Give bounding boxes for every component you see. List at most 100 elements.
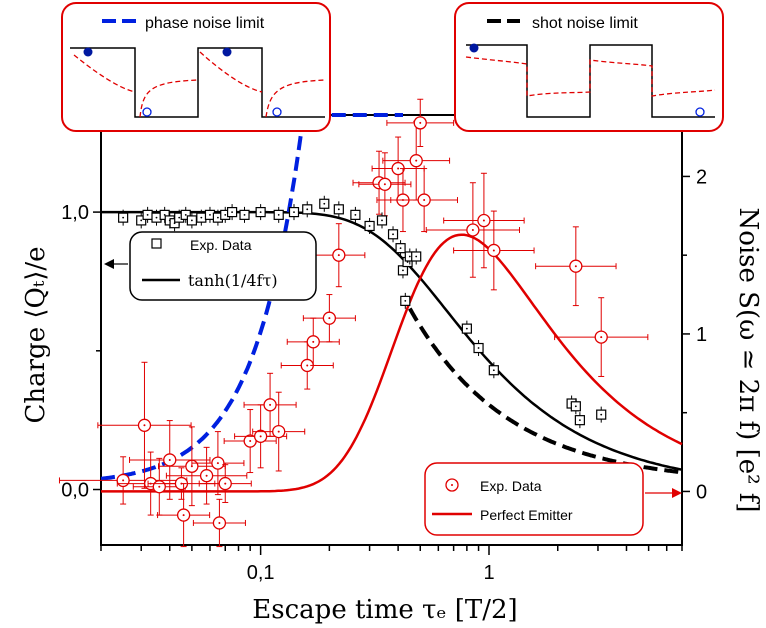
x-axis-label: Escape time τₑ [T/2] xyxy=(252,595,517,625)
noise-data-point xyxy=(243,372,297,437)
noise-marker-dot xyxy=(415,159,418,162)
charge-marker-dot xyxy=(600,413,603,416)
charge-marker-dot xyxy=(190,219,193,222)
noise-data-point xyxy=(554,297,649,377)
charge-data-point xyxy=(364,217,375,234)
charge-marker-dot xyxy=(140,219,143,222)
charge-data-point xyxy=(255,204,266,221)
charge-marker-dot xyxy=(259,211,262,213)
charge-marker-dot xyxy=(392,233,394,236)
legend-charge-entry-0: Exp. Data xyxy=(190,237,252,253)
y-right-tick-label: 0 xyxy=(696,481,707,503)
noise-marker-dot xyxy=(205,474,208,477)
noise-data-point xyxy=(191,431,245,496)
charge-marker-dot xyxy=(337,208,340,211)
charge-marker-dot xyxy=(578,419,581,422)
noise-marker-dot xyxy=(182,514,185,517)
charge-marker-dot xyxy=(368,225,371,227)
inset-shot-label: shot noise limit xyxy=(532,15,638,32)
charge-marker-dot xyxy=(381,219,383,222)
noise-data-point xyxy=(198,464,252,503)
charge-data-point xyxy=(350,206,361,223)
charge-marker-dot xyxy=(354,213,357,216)
y-right-tick-label: 1 xyxy=(696,324,707,346)
y-left-tick-label: 0,0 xyxy=(61,480,89,502)
charge-marker-dot xyxy=(200,216,203,219)
charge-marker-dot xyxy=(146,213,149,216)
charge-data-point xyxy=(226,204,238,221)
noise-marker-dot xyxy=(269,403,272,406)
inset-phase-square-wave xyxy=(70,47,325,118)
noise-data-point xyxy=(252,391,306,472)
inset-phase-box xyxy=(61,2,331,132)
charge-marker-dot xyxy=(178,216,181,219)
legend-noise-entry-0: Exp. Data xyxy=(480,478,542,494)
noise-marker-dot xyxy=(224,482,227,485)
noise-data-point xyxy=(280,341,334,390)
inset-shot-electron xyxy=(469,43,479,53)
series-line-tanh xyxy=(101,210,683,471)
noise-data-point xyxy=(312,223,366,288)
charge-data-point xyxy=(400,292,411,309)
noise-marker-dot xyxy=(277,430,280,433)
charge-data-point xyxy=(596,406,607,423)
legend-noise-box xyxy=(424,462,644,536)
legend-charge-box xyxy=(129,231,317,301)
noise-marker-dot xyxy=(249,440,252,443)
noise-data-point xyxy=(129,420,211,500)
charge-data-point xyxy=(387,226,399,243)
noise-data-point xyxy=(425,182,520,278)
inset-phase-hole-2 xyxy=(272,107,282,117)
noise-marker-dot xyxy=(306,364,309,367)
charge-marker-dot xyxy=(209,213,211,216)
inset-shot: shot noise limit xyxy=(454,2,724,132)
noise-data-point xyxy=(192,498,246,548)
charge-data-point xyxy=(411,248,422,265)
noise-marker-dot xyxy=(218,521,221,524)
charge-data-point xyxy=(319,195,330,212)
noise-data-point xyxy=(386,98,455,148)
charge-marker-dot xyxy=(293,211,295,213)
legend-charge-entry-1: tanh(1/4fτ) xyxy=(188,271,278,290)
charge-data-point xyxy=(376,212,388,229)
noise-marker-dot xyxy=(482,219,485,222)
inset-shot-hole xyxy=(695,107,705,117)
charge-data-point xyxy=(302,201,313,218)
inset-phase: phase noise limit xyxy=(61,2,331,132)
noise-data-point xyxy=(453,210,535,291)
noise-data-point xyxy=(97,361,192,489)
charge-data-point xyxy=(333,201,344,218)
charge-marker-dot xyxy=(184,213,187,216)
charge-data-point xyxy=(574,412,585,429)
series-line-emitter xyxy=(101,233,683,493)
noise-data-point xyxy=(157,483,211,548)
charge-data-point xyxy=(488,362,499,379)
charge-marker-dot xyxy=(408,255,411,258)
charge-marker-dot xyxy=(224,213,227,216)
charge-data-point xyxy=(118,209,129,226)
charge-marker-dot xyxy=(277,213,280,216)
charge-data-point xyxy=(273,206,284,223)
inset-phase-label: phase noise limit xyxy=(145,15,265,32)
charge-marker-dot xyxy=(465,327,468,330)
charge-data-point xyxy=(239,206,250,223)
charge-data-point xyxy=(473,340,484,357)
legend-noise: Exp. Data Perfect Emitter xyxy=(424,462,682,536)
noise-marker-dot xyxy=(168,458,171,461)
charge-data-point xyxy=(288,204,300,221)
charge-marker-dot xyxy=(231,211,233,213)
charge-marker-dot xyxy=(122,216,125,219)
charge-marker-dot xyxy=(477,347,480,349)
legend-charge: Exp. Data tanh(1/4fτ) xyxy=(104,231,317,301)
series-line-phase xyxy=(100,113,403,481)
noise-marker-dot xyxy=(419,121,422,124)
charge-data-point xyxy=(570,398,581,415)
noise-marker-dot xyxy=(397,167,400,170)
charge-marker-dot xyxy=(415,255,418,258)
noise-marker-dot xyxy=(122,479,125,482)
noise-marker-dot xyxy=(471,228,474,231)
noise-data-point xyxy=(390,168,459,233)
noise-data-point xyxy=(443,172,525,269)
legend-marker-dot xyxy=(451,484,453,486)
noise-data-point xyxy=(535,226,617,307)
